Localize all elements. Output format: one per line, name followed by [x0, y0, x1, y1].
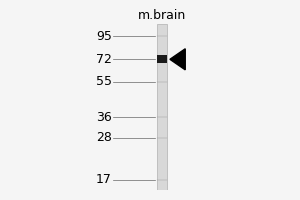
Text: 95: 95	[96, 30, 112, 43]
Bar	[158, 24, 167, 190]
Bar	[158, 55, 167, 63]
Polygon shape	[170, 49, 185, 70]
Text: 72: 72	[96, 53, 112, 66]
Text: 28: 28	[96, 131, 112, 144]
Text: 17: 17	[96, 173, 112, 186]
Text: 55: 55	[96, 75, 112, 88]
Text: m.brain: m.brain	[138, 9, 186, 22]
Text: 36: 36	[96, 111, 112, 124]
